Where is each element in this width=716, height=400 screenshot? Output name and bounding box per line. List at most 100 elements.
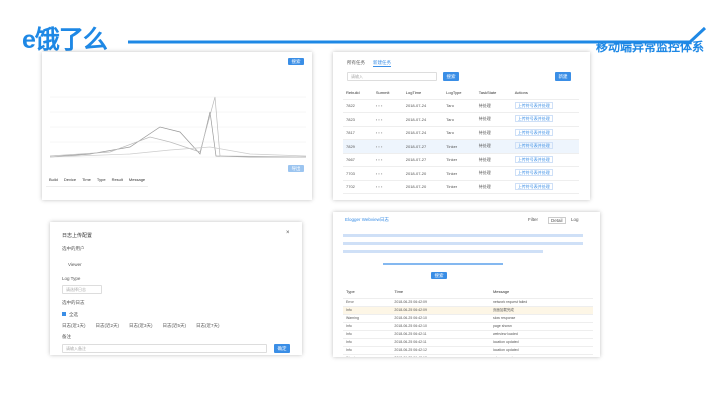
column-header: Build bbox=[46, 173, 61, 187]
cell: 待处理 bbox=[475, 153, 512, 167]
cell: 2018-06-25 06:42:10 bbox=[391, 322, 490, 331]
option: 日志(近3天) bbox=[129, 323, 153, 328]
cell: webview loaded bbox=[489, 330, 593, 339]
cell: 7822 bbox=[343, 99, 373, 113]
log-row: Info 2018-06-25 06:42:10 page shown bbox=[343, 322, 593, 331]
series-line bbox=[50, 146, 306, 158]
cell: Tinker bbox=[443, 180, 476, 194]
new-button[interactable]: 新建 bbox=[555, 72, 571, 81]
cell: 页面加载完成 bbox=[489, 306, 593, 315]
action-link[interactable]: 上传符号表并处理 bbox=[514, 142, 553, 150]
option: 日志(近5天) bbox=[162, 323, 187, 328]
log-row: Info 2018-06-25 06:42:12 location updated bbox=[343, 346, 593, 355]
series-line bbox=[50, 96, 306, 158]
tab[interactable]: Detail bbox=[548, 217, 566, 224]
column-header: Result bbox=[108, 173, 126, 187]
option: 日志(近1天) bbox=[62, 323, 86, 328]
tab[interactable]: 新建任务 bbox=[373, 60, 391, 67]
cell: Taro bbox=[443, 99, 476, 113]
tab[interactable]: Log bbox=[571, 217, 579, 222]
cell: ▪ ▪ ▪ bbox=[372, 166, 403, 181]
cell: Taro bbox=[443, 112, 476, 127]
option: 日志(近7天) bbox=[196, 323, 220, 328]
label: 选中的日志 bbox=[62, 300, 85, 305]
cell: slow response bbox=[489, 314, 593, 323]
label: 备注 bbox=[62, 334, 71, 339]
search-button[interactable]: 搜索 bbox=[288, 58, 304, 65]
cell: 2018-06-25 06:42:11 bbox=[391, 330, 490, 339]
cell: Tinker bbox=[443, 139, 476, 154]
action-link[interactable]: 上传符号表并处理 bbox=[514, 182, 553, 190]
cell: Error bbox=[343, 298, 392, 307]
cell: 2018-06-25 06:42:12 bbox=[391, 354, 490, 357]
cell: 2018-06-25 06:42:10 bbox=[391, 314, 490, 323]
search-button[interactable]: 搜索 bbox=[443, 72, 459, 81]
column-header: Message bbox=[125, 173, 149, 187]
cell: Info bbox=[343, 338, 392, 347]
action-link[interactable]: 上传符号表并处理 bbox=[514, 101, 553, 109]
log-type-select[interactable]: 请选择日志 bbox=[62, 285, 102, 294]
task-row: 7817 ▪ ▪ ▪ 2018-07-24 Taro 待处理 上传符号表并处理 bbox=[343, 126, 579, 140]
cell: Info bbox=[343, 306, 392, 315]
cell: ▪ ▪ ▪ bbox=[372, 126, 403, 140]
cell: 待处理 bbox=[475, 166, 512, 181]
task-row: 7823 ▪ ▪ ▪ 2018-07-24 Taro 待处理 上传符号表并处理 bbox=[343, 112, 579, 127]
label: 选中的用户 bbox=[62, 246, 85, 251]
checkbox-all[interactable]: 全选 bbox=[62, 312, 78, 318]
cell: retry request bbox=[489, 354, 593, 357]
cell: Tinker bbox=[443, 166, 476, 181]
cell: 待处理 bbox=[475, 139, 512, 154]
tab[interactable]: Filter bbox=[528, 217, 538, 222]
cell: 2018-06-25 06:42:11 bbox=[391, 338, 490, 347]
column-header: Summit bbox=[372, 86, 403, 100]
column-header: TaskState bbox=[475, 86, 512, 100]
action-link[interactable]: 上传符号表并处理 bbox=[514, 155, 553, 163]
cell: Info bbox=[343, 346, 392, 355]
column-header: Time bbox=[79, 173, 94, 187]
header-line bbox=[128, 26, 707, 44]
cell: 2018-06-25 06:42:12 bbox=[391, 346, 490, 355]
export-button[interactable]: 导出 bbox=[288, 165, 304, 172]
close[interactable]: × bbox=[286, 230, 290, 236]
task-panel: 所有任务 新建任务 请输入 搜索 新建 Rebuild Summit LogTime… bbox=[333, 52, 590, 200]
cell: 2018-07-27 bbox=[402, 139, 444, 154]
search-button[interactable]: 搜索 bbox=[431, 272, 447, 279]
rule bbox=[128, 26, 707, 44]
cell: Taro bbox=[443, 126, 476, 140]
filter-area bbox=[343, 234, 583, 265]
task-row: 7703 ▪ ▪ ▪ 2018-07-20 Tinker 待处理 上传符号表并处理 bbox=[343, 166, 579, 181]
column-header: Time bbox=[391, 285, 490, 299]
submit-button[interactable]: 确定 bbox=[274, 344, 290, 353]
cell: 2018-06-25 06:42:09 bbox=[391, 306, 490, 315]
search-input[interactable]: 请输入 bbox=[347, 72, 437, 81]
cell: network request failed bbox=[489, 298, 593, 307]
tab[interactable]: 所有任务 bbox=[347, 60, 365, 65]
log-row: Info 2018-06-25 06:42:11 location updated bbox=[343, 338, 593, 347]
column-header: LogTime bbox=[402, 86, 444, 100]
log-row: Warning 2018-06-25 06:42:10 slow response bbox=[343, 314, 593, 323]
cell: 待处理 bbox=[475, 126, 512, 140]
cell: 上传符号表并处理 bbox=[511, 126, 579, 140]
cell: ▪ ▪ ▪ bbox=[372, 112, 403, 127]
cell: 待处理 bbox=[475, 99, 512, 113]
cell: 2018-07-24 bbox=[402, 126, 444, 140]
cell: ▪ ▪ ▪ bbox=[372, 139, 403, 154]
cell: Warning bbox=[343, 314, 392, 323]
cell: ▪ ▪ ▪ bbox=[372, 180, 403, 194]
chart-panel: 搜索 导出 Build Device Time Type Result Message bbox=[42, 52, 312, 200]
cell: Warning bbox=[343, 354, 392, 357]
viewer-title: Elogger Webview日志 bbox=[345, 217, 389, 222]
action-link[interactable]: 上传符号表并处理 bbox=[514, 128, 553, 136]
cell: 7702 bbox=[343, 180, 373, 194]
cell: 上传符号表并处理 bbox=[511, 166, 579, 181]
cell: 2018-07-24 bbox=[402, 112, 444, 127]
user: Viewer bbox=[68, 262, 82, 267]
cell: 2018-07-27 bbox=[402, 153, 444, 167]
action-link[interactable]: 上传符号表并处理 bbox=[514, 169, 553, 177]
action-link[interactable]: 上传符号表并处理 bbox=[514, 115, 553, 123]
cell: 2018-07-20 bbox=[402, 166, 444, 181]
note-input[interactable]: 请输入备注 bbox=[62, 344, 267, 353]
cell: 待处理 bbox=[475, 112, 512, 127]
column-header: Type bbox=[93, 173, 109, 187]
